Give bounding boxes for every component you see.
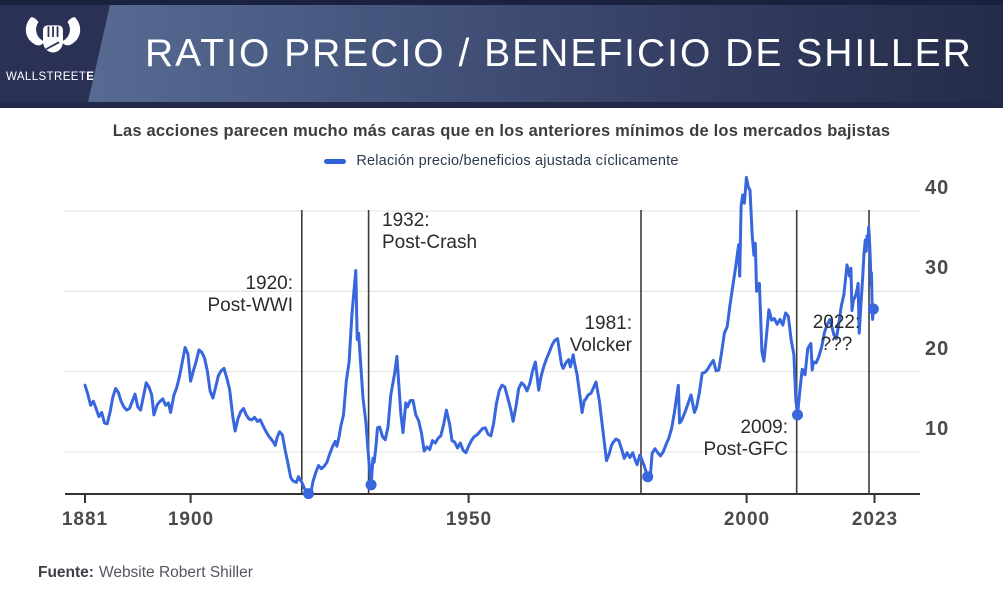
source-value: Website Robert Shiller (98, 564, 253, 581)
y-axis-label: 40 (925, 177, 950, 199)
y-axis-label: 10 (925, 418, 950, 440)
annotation-label: 1920: Post-WWI (207, 273, 294, 316)
y-axis-label: 30 (925, 257, 950, 279)
annotation-label: 1932: Post-Crash (382, 210, 478, 253)
logo-wordmark-regular: WALLSTREET (6, 71, 87, 83)
legend-line-swatch (324, 158, 347, 164)
x-axis-label: 1881 (61, 509, 109, 530)
header-banner: WALLSTREETEASY RATIO PRECIO / BENEFICIO … (0, 0, 1003, 108)
page-title: RATIO PRECIO / BENEFICIO DE SHILLER (145, 31, 973, 75)
x-axis-label: 2023 (851, 509, 899, 530)
x-axis-label: 1900 (167, 509, 215, 530)
chart-subtitle: Las acciones parecen mucho más caras que… (112, 122, 891, 140)
y-axis-label: 20 (925, 338, 950, 360)
source-note: Fuente: Website Robert Shiller (38, 564, 253, 582)
logo-panel: WALLSTREETEASY (0, 5, 110, 102)
source-label: Fuente: (38, 564, 94, 581)
annotation-label: 2022:??? (812, 312, 861, 355)
x-axis-label: 1950 (445, 509, 493, 530)
annotation-label: 1981: Volcker (569, 313, 632, 356)
x-axis-label: 2000 (723, 509, 771, 530)
bull-icon (25, 17, 81, 53)
legend-label: Relación precio/beneficios ajustada cícl… (356, 153, 679, 169)
annotation-label: 2009: Post-GFC (703, 417, 788, 460)
chart-legend: Relación precio/beneficios ajustada cícl… (0, 153, 1003, 169)
